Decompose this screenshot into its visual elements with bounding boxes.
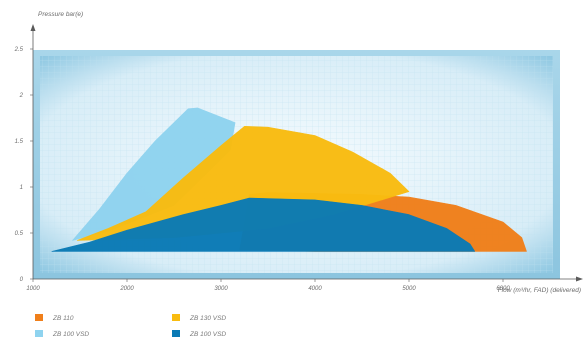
legend-swatch-zb110: [35, 314, 43, 321]
y-tick-label-0: 0: [20, 277, 24, 283]
x-axis-arrow: [576, 276, 583, 282]
series-area-zb-100-vsd-3: [51, 197, 476, 252]
y-axis-title: Pressure bar(e): [38, 11, 83, 18]
legend-label-zb130vsd: ZB 130 VSD: [189, 315, 226, 322]
axes: [30, 24, 583, 282]
legend: ZB 110 ZB 130 VSD ZB 100 VSD ZB 100 VSD: [35, 314, 226, 338]
x-tick-label-4: 5000: [402, 286, 416, 292]
y-tick-label-3: 1.5: [15, 139, 24, 145]
x-tick-label-5: 6000: [496, 286, 510, 292]
tick-layer: 1000 2000 3000 4000 5000 6000 0 0.5 1 1.5 2 2.5: [14, 47, 511, 292]
y-tick-label-2: 1: [20, 185, 23, 191]
x-tick-label-0: 1000: [26, 286, 40, 292]
legend-swatch-zb130vsd: [172, 314, 180, 321]
legend-label-zb100vsd-dark: ZB 100 VSD: [189, 331, 226, 338]
y-tick-label-1: 0.5: [15, 231, 24, 237]
legend-swatch-zb100vsd-light: [35, 330, 43, 337]
legend-label-zb110: ZB 110: [52, 315, 74, 322]
x-axis-title: Flow (m³/hr, FAD) (delivered): [498, 287, 581, 294]
x-tick-label-2: 3000: [214, 286, 228, 292]
legend-swatch-zb100vsd-dark: [172, 330, 180, 337]
series-layer: [51, 107, 527, 252]
legend-label-zb100vsd-light: ZB 100 VSD: [52, 331, 89, 338]
x-tick-label-1: 2000: [119, 286, 134, 292]
y-tick-label-5: 2.5: [14, 47, 24, 53]
x-tick-label-3: 4000: [308, 286, 322, 292]
y-axis-arrow: [30, 24, 36, 31]
y-tick-label-4: 2: [19, 93, 24, 99]
